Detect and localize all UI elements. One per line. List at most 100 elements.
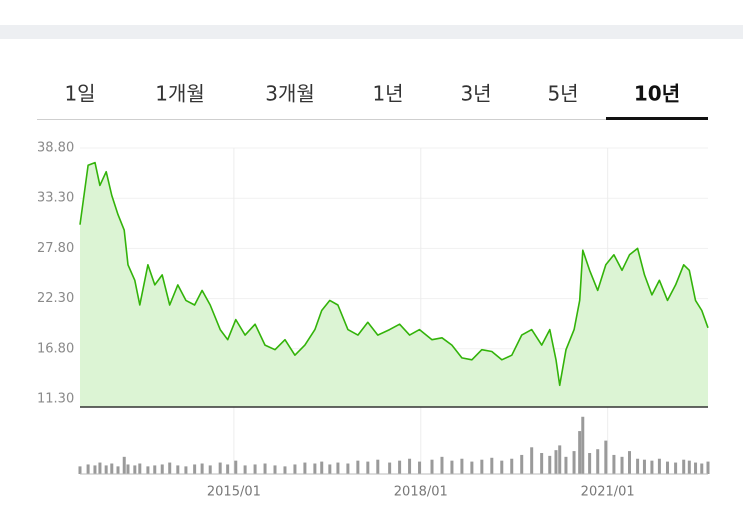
volume-bar	[588, 453, 592, 474]
volume-bar	[418, 461, 422, 474]
volume-bar	[510, 458, 514, 474]
volume-bar	[554, 450, 558, 474]
x-tick-label: 2018/01	[394, 485, 448, 500]
x-tick-label: 2021/01	[581, 485, 635, 500]
volume-bar	[226, 464, 230, 474]
volume-bar	[398, 460, 402, 474]
volume-bar	[572, 451, 576, 474]
volume-bar	[430, 459, 434, 474]
period-tabs: 1일 1개월 3개월 1년 3년 5년 10년	[37, 82, 708, 120]
volume-bar	[234, 460, 238, 474]
volume-bar	[540, 453, 544, 474]
y-tick-label: 33.30	[37, 191, 74, 206]
period-tab[interactable]: 5년	[547, 82, 578, 106]
volume-bar	[313, 463, 317, 474]
volume-bar	[490, 457, 494, 474]
volume-bar	[200, 463, 204, 474]
volume-bar	[620, 456, 624, 474]
volume-bar	[604, 440, 608, 474]
volume-bar	[122, 456, 126, 474]
volume-bar	[93, 465, 97, 474]
volume-bar	[642, 459, 646, 474]
volume-bar	[356, 460, 360, 474]
volume-bar	[78, 466, 82, 474]
selected-underline	[606, 117, 708, 120]
volume-bar	[450, 460, 454, 474]
volume-bar	[133, 465, 137, 474]
volume-bar	[218, 462, 222, 474]
volume-bar	[160, 464, 164, 474]
volume-bar	[110, 463, 114, 474]
volume-bar	[193, 464, 197, 474]
volume-bar	[657, 458, 661, 474]
volume-bar	[578, 431, 582, 474]
volume-bar	[666, 461, 670, 474]
volume-bar	[104, 465, 108, 474]
volume-bar	[480, 459, 484, 474]
volume-bar	[612, 454, 616, 474]
volume-bar	[650, 460, 654, 474]
volume-bar	[694, 462, 698, 474]
volume-bar	[564, 456, 568, 474]
period-tab[interactable]: 1일	[64, 82, 95, 106]
volume-bar	[146, 466, 150, 474]
period-tab[interactable]: 1년	[372, 82, 403, 106]
volume-bar	[408, 458, 412, 474]
volume-bar	[388, 462, 392, 474]
volume-bar	[303, 462, 307, 474]
y-tick-label: 27.80	[37, 241, 74, 256]
volume-bar	[328, 464, 332, 474]
price-line	[79, 161, 709, 387]
volume-bar	[176, 465, 180, 474]
period-tab[interactable]: 3년	[460, 82, 491, 106]
y-tick-label: 16.80	[37, 341, 74, 356]
volume-bar	[682, 459, 686, 474]
volume-bar	[700, 463, 704, 474]
volume-bar	[243, 465, 247, 474]
volume-bar	[558, 445, 562, 474]
volume-bar	[126, 464, 130, 474]
volume-bar	[208, 465, 212, 474]
volume-bar	[628, 451, 631, 474]
volume-bar	[86, 464, 90, 474]
volume-bar	[470, 461, 474, 474]
volume-bar	[636, 458, 640, 474]
volume-bar	[376, 459, 380, 474]
y-tick-label: 22.30	[37, 291, 74, 306]
volume-bar	[263, 463, 267, 474]
volume-bar	[320, 461, 324, 474]
volume-bar	[520, 454, 524, 474]
volume-bar	[116, 466, 120, 474]
volume-bar	[440, 456, 444, 474]
volume-bar	[336, 462, 340, 474]
y-tick-label: 38.80	[37, 141, 74, 156]
volume-bar	[168, 462, 172, 474]
volume-bar	[530, 447, 534, 474]
volume-bar	[273, 465, 277, 474]
volume-bar	[687, 460, 691, 474]
volume-bar	[460, 458, 464, 474]
volume-bar	[253, 464, 257, 474]
top-band	[0, 25, 743, 39]
volume-bar	[138, 463, 142, 474]
y-tick-label: 11.30	[37, 392, 74, 407]
volume-bar	[581, 416, 585, 474]
volume-bar	[706, 461, 710, 474]
period-tab[interactable]: 1개월	[155, 82, 205, 106]
volume-bar	[184, 466, 188, 474]
volume-bar	[596, 449, 600, 474]
period-tab[interactable]: 10년	[634, 82, 680, 106]
volume-bar	[293, 464, 297, 474]
volume-bar	[153, 465, 157, 474]
x-tick-label: 2015/01	[207, 485, 261, 500]
volume-bar	[283, 466, 287, 474]
period-tab[interactable]: 3개월	[265, 82, 315, 106]
volume-bar	[366, 461, 370, 474]
price-area	[80, 162, 708, 407]
volume-bar	[674, 462, 678, 474]
volume-bar	[98, 462, 102, 474]
volume-bar	[500, 460, 504, 474]
volume-bar	[346, 463, 350, 474]
